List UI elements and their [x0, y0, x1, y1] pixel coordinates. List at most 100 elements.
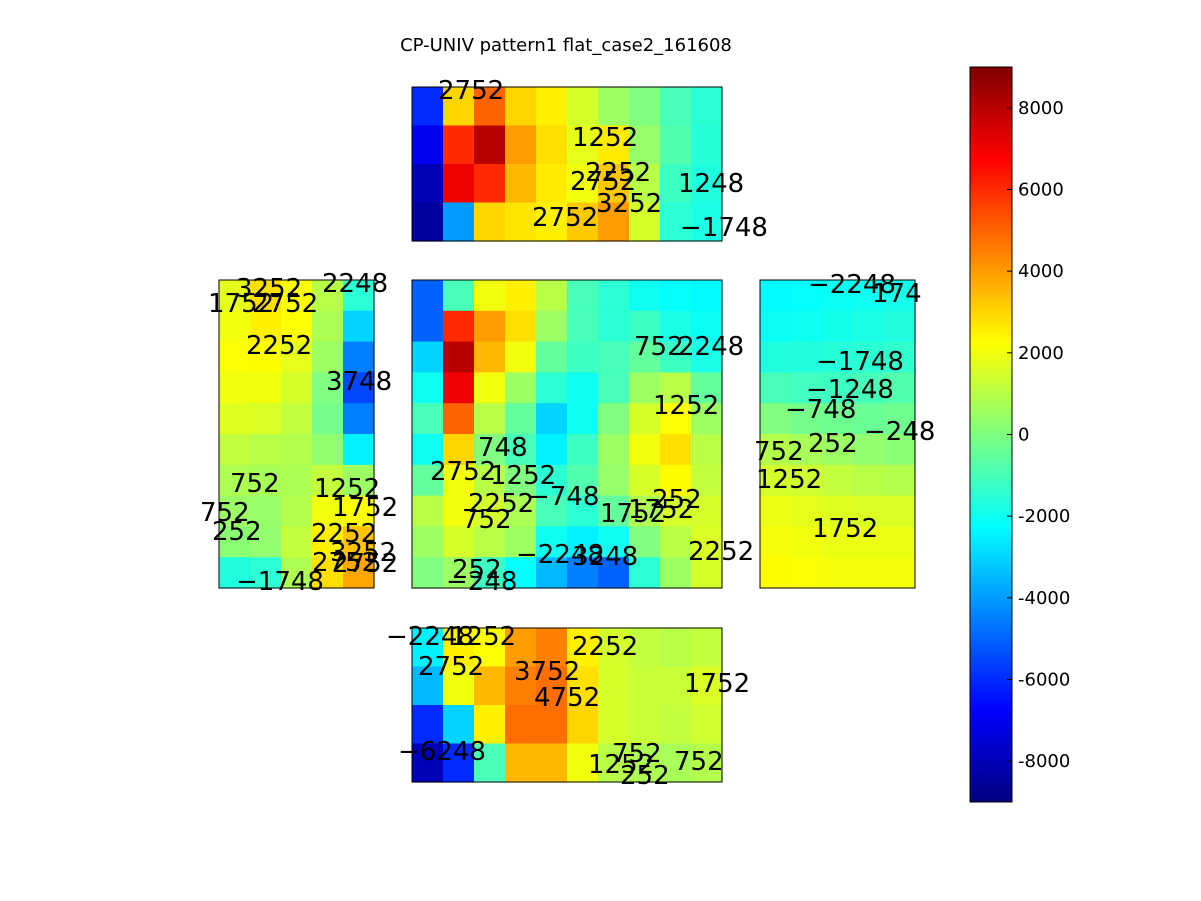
colorbar: 8000 6000 4000 2000 0 -2000 -4000 -6000 -8000	[969, 66, 1070, 803]
heat-cell	[474, 372, 506, 404]
heat-cell	[853, 495, 885, 527]
contour-label: 1248	[678, 169, 744, 199]
heat-cell	[474, 403, 506, 435]
heat-cell	[598, 628, 630, 668]
heat-cell	[343, 557, 375, 589]
heat-cell	[884, 341, 916, 373]
heat-cell	[760, 310, 792, 343]
heat-cell	[536, 310, 568, 343]
heat-cell	[474, 341, 506, 373]
heat-cell	[312, 372, 344, 404]
colorbar-tick-label: 6000	[1018, 180, 1064, 201]
heat-cell	[312, 280, 344, 312]
heat-cell	[412, 666, 444, 706]
heat-cell	[474, 464, 506, 497]
heat-cell	[629, 495, 661, 527]
heat-cell	[691, 87, 723, 127]
heat-cell	[219, 372, 251, 404]
heat-cell	[598, 202, 630, 242]
heat-cell	[660, 372, 692, 404]
heat-cell	[629, 164, 661, 204]
heat-cell	[343, 341, 375, 373]
heat-cell	[791, 434, 823, 466]
heat-cell	[791, 403, 823, 435]
heat-cell	[536, 557, 568, 589]
heat-cell	[660, 280, 692, 312]
heat-cell	[536, 526, 568, 558]
heat-cell	[691, 526, 723, 558]
heat-cell	[884, 557, 916, 589]
heat-cell	[505, 464, 537, 497]
heat-cell	[567, 526, 599, 558]
heat-cell	[822, 434, 854, 466]
heat-cell	[760, 372, 792, 404]
heat-cell	[884, 464, 916, 497]
heat-cell	[598, 310, 630, 343]
heat-cell	[536, 434, 568, 466]
contour-label: 2752	[438, 76, 504, 106]
heat-cell	[281, 341, 313, 373]
chart-title: CP-UNIV pattern1 flat_case2_161608	[400, 35, 732, 56]
heat-cell	[660, 87, 692, 127]
heat-cell	[791, 280, 823, 312]
heat-cell	[443, 743, 475, 783]
contour-label: 3252	[236, 274, 302, 304]
heat-cell	[598, 125, 630, 165]
contour-label: 2252	[468, 489, 534, 519]
heat-cell	[629, 87, 661, 127]
heat-cell	[691, 628, 723, 668]
contour-label: −1248	[806, 375, 894, 405]
contour-label: 2752	[312, 548, 378, 578]
heat-cell	[853, 341, 885, 373]
heat-cell	[660, 403, 692, 435]
heat-cell	[474, 164, 506, 204]
contour-label: 752	[462, 505, 512, 535]
contour-label: −248	[864, 417, 935, 447]
heat-cell	[598, 434, 630, 466]
contour-label: 2252	[246, 331, 312, 361]
heat-cell	[629, 464, 661, 497]
contour-label: 2752	[252, 289, 318, 319]
heat-cell	[598, 164, 630, 204]
heat-cell	[884, 280, 916, 312]
heat-cell	[412, 403, 444, 435]
heat-cell	[219, 557, 251, 589]
contour-label: 252	[212, 517, 262, 547]
heat-cell	[219, 280, 251, 312]
heat-cell	[822, 495, 854, 527]
heat-cell	[760, 557, 792, 589]
contour-label: 1752	[812, 514, 878, 544]
heat-cell	[567, 557, 599, 589]
heat-cell	[219, 495, 251, 527]
heat-cell	[691, 666, 723, 706]
heat-cell	[853, 310, 885, 343]
heat-cell	[691, 705, 723, 745]
contour-label: 2752	[430, 457, 496, 487]
heat-cell	[443, 403, 475, 435]
heat-cell	[443, 705, 475, 745]
heat-cell	[822, 372, 854, 404]
contour-label: 2752	[332, 549, 398, 579]
heat-cell	[412, 628, 444, 668]
heat-cell	[536, 628, 568, 668]
heat-cell	[219, 464, 251, 497]
heat-cell	[412, 280, 444, 312]
contour-label: 3252	[596, 189, 662, 219]
heat-cell	[412, 125, 444, 165]
heat-cell	[250, 434, 282, 466]
contour-label: 3752	[514, 657, 580, 687]
contour-label: 2248	[678, 332, 744, 362]
heat-cell	[598, 666, 630, 706]
heat-cell	[536, 202, 568, 242]
heat-cell	[505, 743, 537, 783]
contour-label: −2248	[808, 270, 896, 300]
heat-cell	[505, 434, 537, 466]
heat-cell	[660, 557, 692, 589]
contour-label: 752	[230, 469, 280, 499]
heat-cell	[250, 372, 282, 404]
heat-cell	[598, 495, 630, 527]
heat-cell	[691, 557, 723, 589]
heat-cell	[343, 403, 375, 435]
